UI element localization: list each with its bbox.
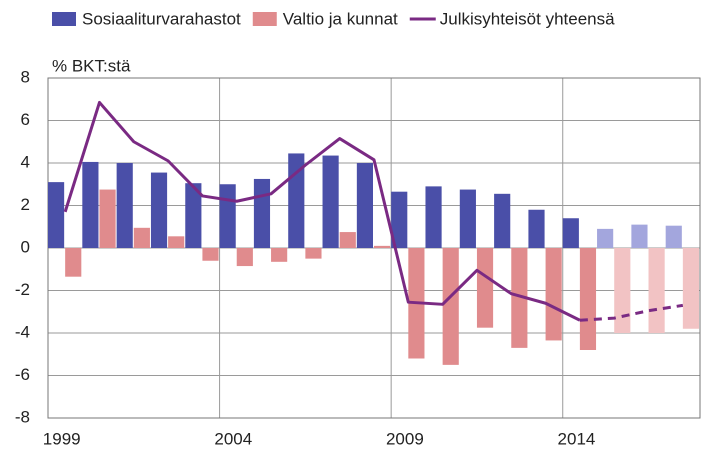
bar [459, 189, 476, 248]
y-tick-label: 2 [21, 195, 30, 214]
line-forecast [579, 303, 684, 322]
bar [562, 218, 579, 248]
bar [631, 224, 648, 248]
bar [65, 248, 82, 277]
bar [116, 163, 133, 248]
legend-swatch [52, 12, 76, 26]
legend-label: Julkisyhteisöt yhteensä [440, 9, 615, 28]
bar [236, 248, 253, 267]
bar [528, 209, 545, 248]
bar [202, 248, 219, 261]
y-axis-label: % BKT:stä [52, 56, 131, 75]
x-tick-label: 1999 [43, 429, 81, 448]
bar [133, 227, 150, 248]
bar [99, 189, 116, 248]
y-tick-label: 8 [21, 67, 30, 86]
y-tick-label: 4 [21, 152, 30, 171]
bar [597, 228, 614, 248]
bar [374, 245, 391, 248]
x-tick-label: 2004 [214, 429, 252, 448]
bar [168, 236, 185, 248]
legend-swatch [252, 12, 277, 26]
bar [545, 248, 562, 341]
bar [82, 161, 99, 248]
bar [219, 184, 236, 248]
bar [442, 248, 459, 365]
bar [391, 191, 408, 248]
y-tick-label: 6 [21, 110, 30, 129]
bar [476, 248, 494, 328]
x-tick-label: 2009 [386, 429, 424, 448]
bar [665, 225, 682, 248]
line [63, 100, 581, 322]
bar [579, 248, 597, 350]
bar [253, 178, 271, 248]
bar [511, 248, 528, 348]
bar [356, 163, 373, 248]
legend-label: Sosiaaliturvarahastot [82, 9, 241, 28]
bar [425, 186, 442, 248]
bar [322, 155, 339, 248]
bar [48, 182, 65, 248]
bar [614, 248, 631, 333]
y-tick-label: -2 [15, 280, 30, 299]
bar [150, 172, 168, 248]
bar [305, 248, 322, 259]
bar [339, 232, 356, 248]
bar [185, 183, 202, 248]
y-tick-label: -6 [15, 365, 30, 384]
bar [648, 248, 665, 333]
y-tick-label: -8 [15, 407, 30, 426]
legend-label: Valtio ja kunnat [283, 9, 398, 28]
bar [494, 193, 511, 248]
bar [682, 248, 699, 329]
x-tick-label: 2014 [558, 429, 596, 448]
y-tick-label: -4 [15, 322, 30, 341]
y-tick-label: 0 [21, 237, 30, 256]
bar [271, 248, 288, 262]
